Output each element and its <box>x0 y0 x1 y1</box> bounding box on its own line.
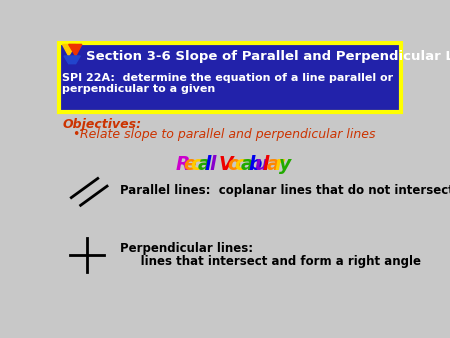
Text: r: r <box>274 154 284 173</box>
Text: c: c <box>234 154 245 173</box>
Polygon shape <box>64 56 80 64</box>
Text: l: l <box>205 154 211 173</box>
Text: a: a <box>241 154 254 173</box>
Text: a: a <box>267 154 280 173</box>
FancyBboxPatch shape <box>59 43 401 112</box>
Text: Parallel lines:  coplanar lines that do not intersect: Parallel lines: coplanar lines that do n… <box>120 184 450 197</box>
Text: c: c <box>191 154 202 173</box>
Text: Relate slope to parallel and perpendicular lines: Relate slope to parallel and perpendicul… <box>80 128 375 141</box>
Text: l: l <box>210 154 216 173</box>
Text: a: a <box>198 154 210 173</box>
Text: b: b <box>248 154 261 173</box>
Text: V: V <box>219 154 233 173</box>
Text: y: y <box>279 154 291 173</box>
Text: l: l <box>262 154 268 173</box>
Text: SPI 22A:  determine the equation of a line parallel or perpendicular to a given: SPI 22A: determine the equation of a lin… <box>63 73 394 95</box>
Text: u: u <box>255 154 268 173</box>
Text: e: e <box>184 154 197 173</box>
Text: R: R <box>175 154 190 173</box>
Polygon shape <box>63 44 76 56</box>
Text: lines that intersect and form a right angle: lines that intersect and form a right an… <box>120 255 421 268</box>
Text: o: o <box>227 154 240 173</box>
Polygon shape <box>69 44 82 56</box>
Text: Perpendicular lines:: Perpendicular lines: <box>120 242 253 255</box>
Text: Section 3-6 Slope of Parallel and Perpendicular Lines: Section 3-6 Slope of Parallel and Perpen… <box>86 50 450 63</box>
Text: •: • <box>72 128 79 141</box>
Text: Objectives:: Objectives: <box>63 118 142 130</box>
